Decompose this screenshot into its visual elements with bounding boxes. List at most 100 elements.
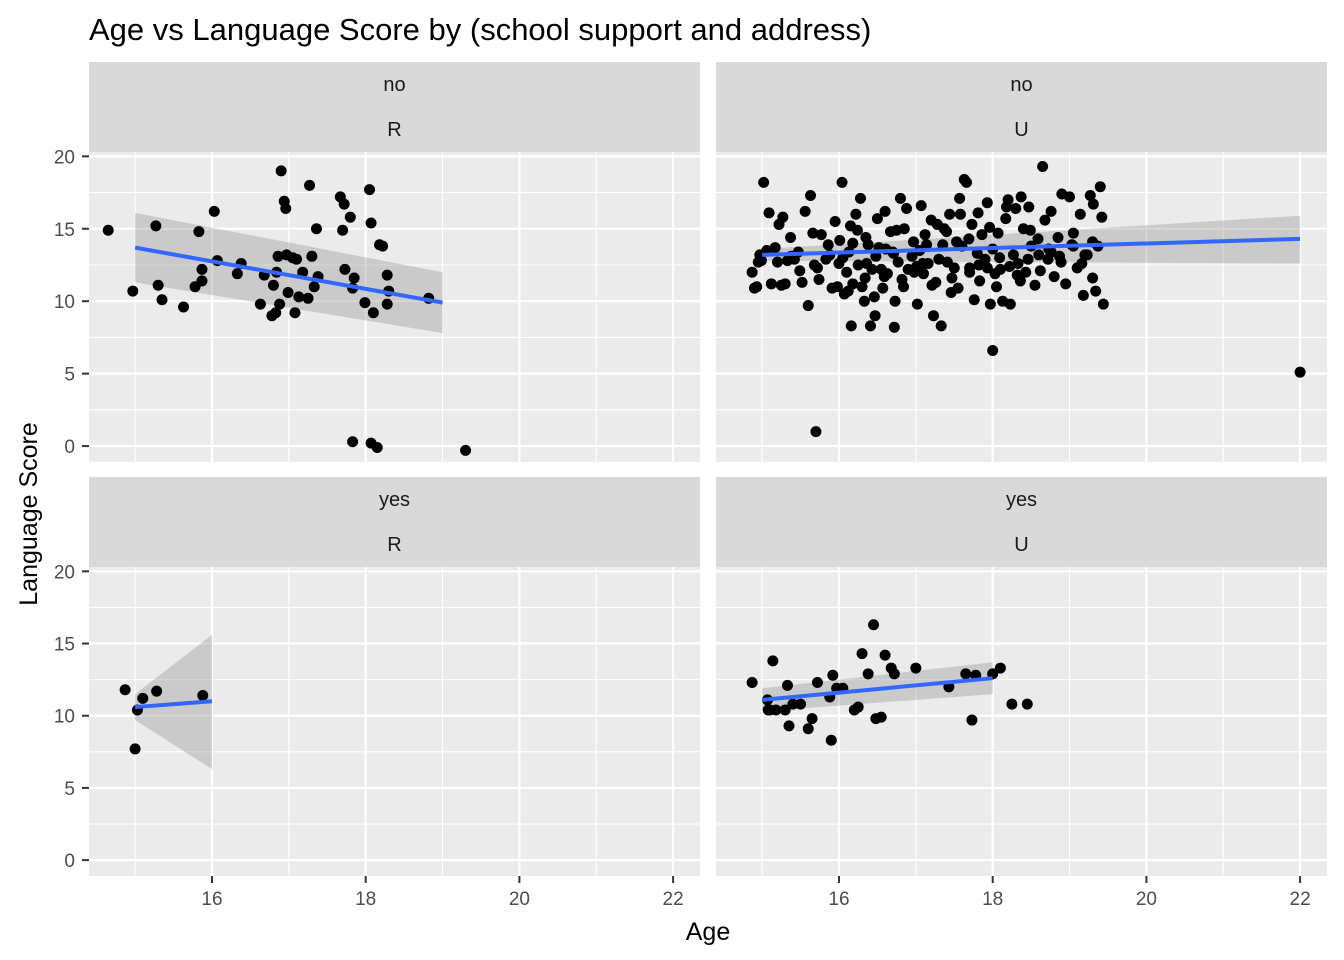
data-point: [877, 282, 889, 294]
data-point: [869, 310, 881, 322]
data-point: [794, 265, 806, 277]
data-point: [847, 237, 859, 249]
data-point: [758, 176, 770, 188]
confidence-band: [135, 634, 212, 770]
data-point: [926, 279, 938, 291]
data-point: [810, 426, 822, 438]
data-point: [852, 701, 864, 713]
data-point: [889, 295, 901, 307]
x-tick-label: 20: [1136, 889, 1157, 910]
data-point: [1007, 249, 1019, 261]
data-point: [941, 256, 953, 268]
data-point: [974, 275, 986, 287]
data-point: [845, 320, 857, 332]
data-point: [1294, 366, 1306, 378]
data-point: [1024, 224, 1036, 236]
data-point: [945, 287, 957, 299]
y-tick-label: 0: [64, 851, 75, 872]
data-point: [851, 224, 863, 236]
data-point: [208, 205, 220, 217]
data-point: [1010, 202, 1022, 214]
data-point: [946, 272, 958, 284]
data-point: [787, 698, 799, 710]
data-point: [280, 202, 292, 214]
data-point: [310, 223, 322, 235]
data-point: [367, 307, 379, 319]
x-axis-title: Age: [686, 918, 730, 946]
data-point: [841, 266, 853, 278]
data-point: [197, 690, 209, 702]
data-point: [102, 224, 114, 236]
data-point: [931, 218, 943, 230]
data-point: [769, 242, 781, 254]
data-point: [805, 189, 817, 201]
data-point: [381, 298, 393, 310]
facet-panel-yes-U: yes U 16 18 20 22: [716, 477, 1327, 910]
data-point: [941, 226, 953, 238]
data-point: [365, 217, 377, 229]
data-point: [1012, 258, 1024, 270]
data-point: [1023, 201, 1035, 213]
data-point: [193, 226, 205, 238]
data-point: [919, 229, 931, 241]
data-point: [935, 320, 947, 332]
data-point: [796, 276, 808, 288]
data-point: [746, 266, 758, 278]
data-point: [833, 258, 845, 270]
data-point: [1001, 201, 1013, 213]
data-point: [156, 294, 168, 306]
data-point: [297, 266, 309, 278]
data-point: [289, 307, 301, 319]
data-point: [864, 320, 876, 332]
data-point: [152, 279, 164, 291]
data-point: [272, 250, 284, 262]
data-point: [994, 662, 1006, 674]
data-point: [871, 213, 883, 225]
data-point: [954, 192, 966, 204]
trend-line: [134, 245, 443, 305]
data-point: [1079, 249, 1091, 261]
data-point: [966, 714, 978, 726]
data-point: [1029, 279, 1041, 291]
data-point: [795, 698, 807, 710]
data-point: [862, 239, 874, 251]
data-point: [854, 192, 866, 204]
data-point: [1045, 205, 1057, 217]
data-point: [119, 684, 131, 696]
data-point: [1011, 269, 1023, 281]
data-point: [267, 279, 279, 291]
data-point: [972, 207, 984, 219]
data-point: [822, 239, 834, 251]
y-tick-label: 10: [54, 292, 75, 313]
strip-label-row: yes: [379, 489, 410, 511]
data-point: [892, 256, 904, 268]
data-point: [337, 224, 349, 236]
data-point: [921, 239, 933, 251]
data-point: [908, 236, 920, 248]
data-point: [270, 307, 282, 319]
data-point: [963, 233, 975, 245]
data-point: [1034, 265, 1046, 277]
strip-label-col: U: [1014, 119, 1028, 141]
data-point: [1006, 698, 1018, 710]
facet-strip: [716, 477, 1327, 567]
data-point: [799, 205, 811, 217]
data-point: [971, 247, 983, 259]
data-point: [811, 677, 823, 689]
data-point: [858, 295, 870, 307]
data-point: [984, 298, 996, 310]
data-point: [338, 198, 350, 210]
data-point: [901, 202, 913, 214]
data-point: [771, 256, 783, 268]
data-point: [815, 229, 827, 241]
data-point: [127, 285, 139, 297]
data-point: [1084, 189, 1096, 201]
x-tick-label: 16: [201, 889, 222, 910]
data-point: [746, 677, 758, 689]
data-point: [302, 292, 314, 304]
data-point: [275, 165, 287, 177]
data-point: [755, 255, 767, 267]
data-point: [151, 685, 163, 697]
x-tick-label: 18: [982, 889, 1003, 910]
